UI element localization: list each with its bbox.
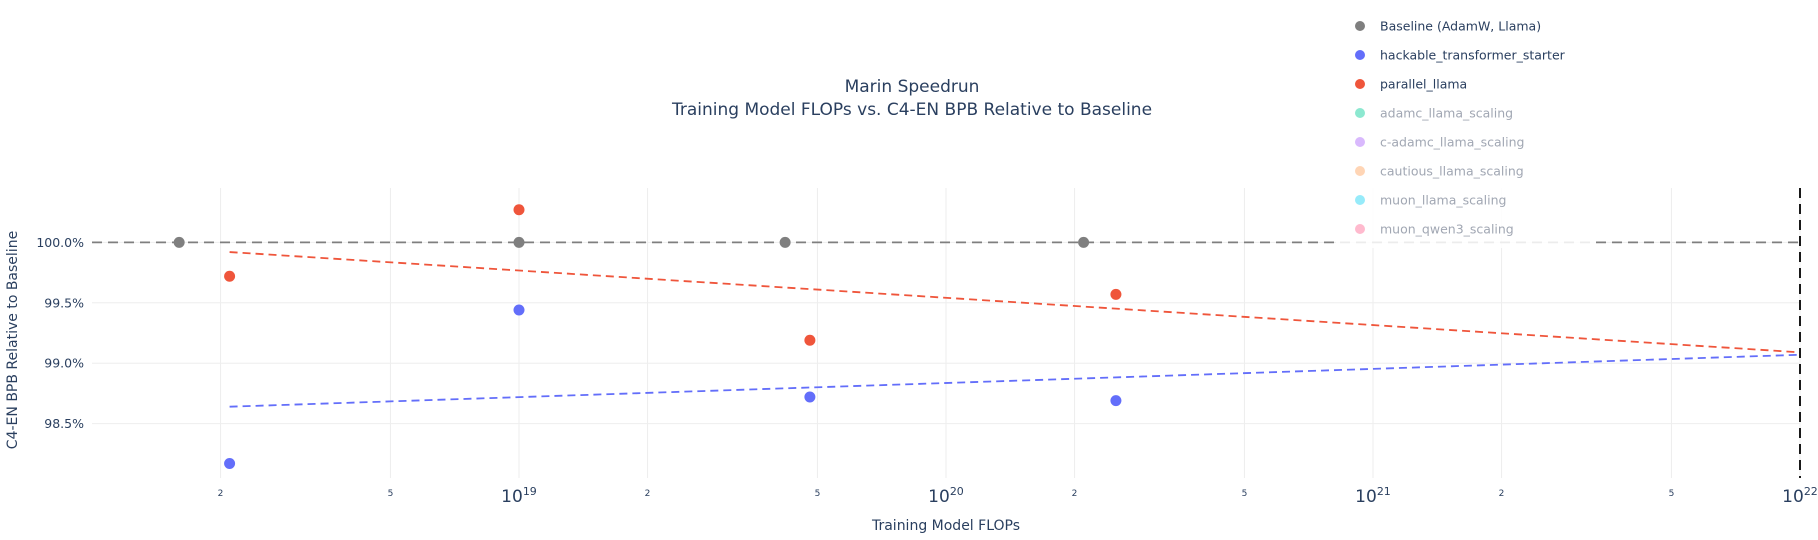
legend-background	[1336, 12, 1596, 248]
data-point	[224, 458, 236, 469]
data-points	[173, 204, 1122, 469]
data-point	[1110, 395, 1122, 407]
x-minor-tick-label: 5	[388, 489, 394, 499]
y-axis-ticks: 98.5% 99.0% 99.5% 100.0%	[36, 235, 84, 431]
y-tick-label: 99.5%	[44, 295, 84, 310]
x-major-tick-label: 1020	[928, 485, 964, 507]
data-point	[1078, 236, 1090, 248]
chart-title: Marin Speedrun	[845, 77, 980, 97]
chart-subtitle: Training Model FLOPs vs. C4-EN BPB Relat…	[671, 100, 1152, 120]
data-point	[173, 236, 185, 248]
x-minor-tick-label: 2	[645, 489, 651, 499]
data-point	[224, 270, 236, 282]
x-minor-tick-label: 2	[1072, 489, 1078, 499]
x-minor-tick-label: 5	[1669, 489, 1675, 499]
trend-line	[229, 251, 1801, 354]
legend-marker	[1355, 137, 1365, 147]
x-minor-tick-label: 5	[815, 489, 821, 499]
data-point	[513, 236, 525, 248]
data-point	[513, 304, 525, 316]
legend-label: c-adamc_llama_scaling	[1380, 135, 1524, 150]
legend-marker	[1355, 108, 1365, 118]
trend-lines	[229, 251, 1801, 408]
y-tick-label: 100.0%	[36, 235, 84, 250]
legend-label: adamc_llama_scaling	[1380, 106, 1513, 121]
legend-label: muon_llama_scaling	[1380, 193, 1506, 208]
y-axis-title: C4-EN BPB Relative to Baseline	[5, 231, 21, 449]
legend-marker	[1355, 195, 1365, 205]
data-point	[513, 204, 525, 216]
y-tick-label: 99.0%	[44, 356, 84, 371]
x-minor-tick-label: 2	[1499, 489, 1505, 499]
x-minor-tick-label: 2	[218, 489, 224, 499]
x-major-tick-label: 1022	[1782, 485, 1818, 507]
y-tick-label: 98.5%	[44, 416, 84, 431]
data-point	[779, 236, 791, 248]
reference-lines	[92, 188, 1801, 478]
legend-marker	[1355, 50, 1365, 60]
data-point	[804, 391, 816, 403]
x-major-tick-label: 1021	[1355, 485, 1391, 507]
legend-label: cautious_llama_scaling	[1380, 164, 1524, 179]
legend-label: muon_qwen3_scaling	[1380, 222, 1514, 237]
x-axis-ticks: 2 5 2 5 2 5 2 5 1019 1020 1021 1022	[218, 485, 1818, 507]
data-point	[804, 334, 816, 346]
legend: Baseline (AdamW, Llama) hackable_transfor…	[1336, 12, 1596, 248]
x-major-tick-label: 1019	[501, 485, 537, 507]
x-minor-tick-label: 5	[1242, 489, 1248, 499]
legend-label: Baseline (AdamW, Llama)	[1380, 19, 1541, 34]
trend-line	[229, 353, 1801, 408]
x-axis-title: Training Model FLOPs	[871, 518, 1020, 534]
legend-marker	[1355, 224, 1365, 234]
legend-marker	[1355, 79, 1365, 89]
data-point	[1110, 288, 1122, 300]
legend-label: hackable_transformer_starter	[1380, 48, 1566, 63]
legend-marker	[1355, 166, 1365, 176]
legend-marker	[1355, 21, 1365, 31]
legend-label: parallel_llama	[1380, 77, 1467, 92]
